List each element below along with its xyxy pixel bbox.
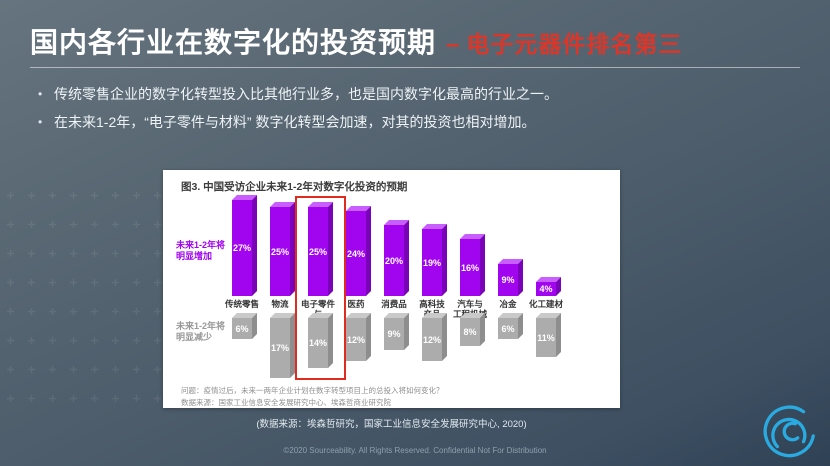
bar-value-label: 8% <box>463 327 477 337</box>
increase-bar-zone: 27% <box>223 195 261 296</box>
decrease-bar-zone: 14% <box>299 313 337 378</box>
decrease-bar: 8% <box>460 313 485 346</box>
bar-value-label: 6% <box>235 323 249 334</box>
increase-bar: 25% <box>270 202 295 296</box>
increase-bar-zone: 4% <box>527 196 565 296</box>
category-label: 物流 <box>271 299 289 309</box>
slide-source-caption: (数据来源：埃森哲研究，国家工业信息安全发展研究中心, 2020) <box>256 419 527 430</box>
decrease-bar-zone: 17% <box>261 313 299 378</box>
bullet-dot: • <box>38 87 43 101</box>
legend-decrease-line1: 未来1-2年将 <box>176 321 226 331</box>
increase-bar-zone: 19% <box>413 196 451 296</box>
decrease-bar: 11% <box>536 313 561 357</box>
chart-column: 20% 消费品 9% <box>375 196 413 378</box>
decrease-bar: 9% <box>384 313 409 350</box>
legend-increase: 未来1-2年将 明显增加 <box>176 240 231 262</box>
chart-column: 9% 冶金 6% <box>489 196 527 378</box>
bar-value-label: 14% <box>308 338 327 348</box>
bullet-text: 在未来1-2年，“电子零件与材料” 数字化转型会加速，对其的投资也相对增加。 <box>54 114 536 130</box>
slide-title-accent: 电子元器件排名第三 <box>466 31 683 57</box>
chart-column: 16%汽车与工程机械8% <box>451 196 489 378</box>
decrease-bar: 17% <box>270 313 295 378</box>
category-label: 医药 <box>347 299 365 309</box>
category-label: 化工建材 <box>528 299 563 309</box>
chart-column: 27% 传统零售 6% <box>223 195 261 378</box>
bullet-list: • 传统零售企业的数字化转型投入比其他行业多，也是国内数字化最高的行业之一。 •… <box>38 86 558 142</box>
increase-bar-zone: 20% <box>375 196 413 296</box>
slide-title-main: 国内各行业在数字化的投资预期 <box>30 27 437 58</box>
bar-value-label: 27% <box>232 243 251 253</box>
copyright-footer: ©2020 Sourceability. All Rights Reserved… <box>283 446 547 455</box>
increase-bar: 25% <box>308 202 333 296</box>
decrease-bar-zone: 12% <box>413 313 451 378</box>
increase-bar-zone: 16% <box>451 196 489 296</box>
bar-value-label: 9% <box>387 329 401 339</box>
bar-value-label: 19% <box>422 257 441 268</box>
bar-value-label: 12% <box>422 334 441 345</box>
chart-footnotes: 问题：疫情过后，未来一两年企业计划在数字转型项目上的总投入将如何变化？ 数据来源… <box>163 378 620 409</box>
bar-value-label: 11% <box>537 332 555 343</box>
legend-increase-line2: 明显增加 <box>176 251 213 261</box>
bar-value-label: 12% <box>346 334 365 345</box>
chart-column: 25%电子零件与材料14% <box>295 196 346 380</box>
decrease-bar-zone: 6% <box>223 313 261 378</box>
sourceability-swirl-logo <box>763 405 815 458</box>
bar-value-label: 17% <box>270 343 289 353</box>
increase-bar-zone: 25% <box>299 196 337 296</box>
increase-bar: 16% <box>460 234 485 296</box>
decrease-bar: 6% <box>498 313 523 339</box>
plus-pattern-decoration <box>0 188 170 410</box>
decrease-bar-zone: 6% <box>489 313 527 378</box>
bar-value-label: 25% <box>308 246 327 257</box>
bar-columns: 27% 传统零售 6% 25% 物流 17% 25%电子零件与材料14%24% 医药 12% 20… <box>223 195 620 380</box>
increase-bar: 24% <box>346 206 371 296</box>
decrease-bar: 12% <box>422 313 447 361</box>
decrease-bar-zone: 9% <box>375 313 413 378</box>
bar-value-label: 20% <box>384 255 403 266</box>
bullet-dot: • <box>38 115 43 129</box>
bullet-item: • 传统零售企业的数字化转型投入比其他行业多，也是国内数字化最高的行业之一。 <box>38 86 558 103</box>
increase-bar: 20% <box>384 220 409 296</box>
decrease-bar: 14% <box>308 313 333 368</box>
increase-bar: 19% <box>422 224 447 296</box>
legend-increase-line1: 未来1-2年将 <box>176 240 226 250</box>
chart-body: 未来1-2年将 明显增加 未来1-2年将 明显减少 27% 传统零售 6% 25% 物流… <box>163 195 620 380</box>
bar-value-label: 16% <box>460 262 479 273</box>
increase-bar-zone: 25% <box>261 196 299 296</box>
chart-title: 图3. 中国受访企业未来1-2年对数字化投资的预期 <box>181 181 408 193</box>
chart-column: 25% 物流 17% <box>261 196 299 378</box>
bullet-item: • 在未来1-2年，“电子零件与材料” 数字化转型会加速，对其的投资也相对增加。 <box>38 114 558 131</box>
category-label: 消费品 <box>381 299 407 309</box>
bar-value-label: 24% <box>346 248 365 259</box>
decrease-bar-zone: 8% <box>451 313 489 378</box>
chart-panel: 图3. 中国受访企业未来1-2年对数字化投资的预期 未来1-2年将 明显增加 未… <box>163 170 620 408</box>
increase-bar: 4% <box>536 277 561 296</box>
legend-decrease: 未来1-2年将 明显减少 <box>176 321 231 343</box>
increase-bar: 27% <box>232 195 257 296</box>
slide-title: 国内各行业在数字化的投资预期 – 电子元器件排名第三 <box>30 21 682 61</box>
decrease-bar-zone: 11% <box>527 313 565 378</box>
chart-column: 19%高科技产品12% <box>413 196 451 378</box>
increase-bar-zone: 24% <box>337 196 375 296</box>
slide-title-dash: – <box>446 31 461 58</box>
chart-source: 数据来源：国家工业信息安全发展研究中心、埃森哲商业研究院 <box>181 398 391 407</box>
title-divider <box>30 67 800 68</box>
decrease-bar: 6% <box>232 313 257 339</box>
legend-decrease-line2: 明显减少 <box>176 332 213 342</box>
bar-value-label: 6% <box>501 323 515 334</box>
chart-question: 问题：疫情过后，未来一两年企业计划在数字转型项目上的总投入将如何变化？ <box>181 386 444 395</box>
category-label: 冶金 <box>499 299 517 309</box>
decrease-bar: 12% <box>346 313 371 361</box>
increase-bar: 9% <box>498 259 523 296</box>
bar-value-label: 9% <box>501 275 515 285</box>
category-label: 传统零售 <box>224 299 259 309</box>
increase-bar-zone: 9% <box>489 196 527 296</box>
bar-value-label: 25% <box>270 246 289 257</box>
chart-column: 24% 医药 12% <box>337 196 375 378</box>
chart-column: 4% 化工建材 11% <box>527 196 565 378</box>
bullet-text: 传统零售企业的数字化转型投入比其他行业多，也是国内数字化最高的行业之一。 <box>54 86 558 102</box>
bar-value-label: 4% <box>539 284 553 294</box>
decrease-bar-zone: 12% <box>337 313 375 378</box>
